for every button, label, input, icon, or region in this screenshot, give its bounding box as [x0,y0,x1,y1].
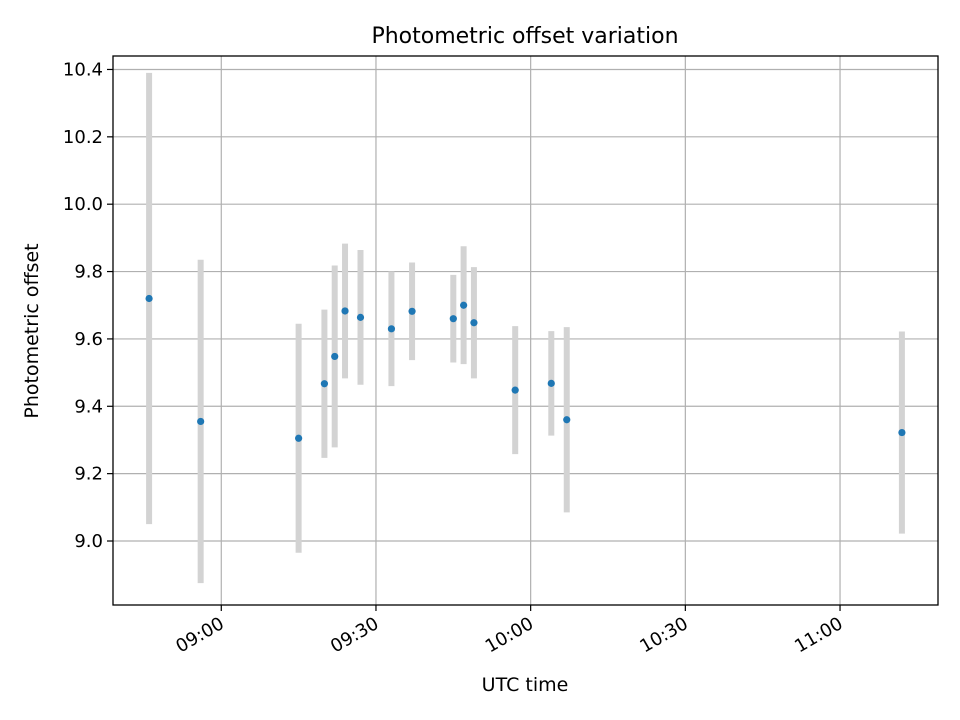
data-point [449,315,457,323]
grid-lines [113,56,938,605]
data-point [387,325,396,333]
y-tick-label: 10.0 [63,194,103,215]
data-point [547,379,555,387]
chart-title: Photometric offset variation [371,24,678,49]
data-point [470,319,478,327]
data-point [320,380,329,388]
x-axis-label: UTC time [482,674,569,696]
data-point [460,301,468,309]
data-points [145,294,906,442]
y-axis-ticks: 9.0 9.2 9.4 9.6 9.8 10.0 10.2 10.4 [63,59,113,552]
data-point [563,416,571,424]
data-point [145,294,153,303]
y-tick-label: 10.4 [63,59,103,80]
data-point [197,417,205,426]
y-tick-label: 9.8 [74,262,103,283]
y-tick-label: 9.4 [74,396,103,417]
data-point [295,434,303,442]
data-point [356,313,365,321]
plot-area-frame [112,55,939,606]
data-point [331,352,339,361]
y-tick-label: 9.2 [74,464,103,485]
y-tick-label: 10.2 [63,127,103,148]
data-point [511,386,519,394]
y-tick-label: 9.6 [74,329,103,350]
y-axis-label: Photometric offset [21,243,43,418]
data-point [408,307,416,315]
data-point [341,307,349,315]
y-tick-label: 9.0 [74,531,103,552]
data-point [898,428,906,437]
